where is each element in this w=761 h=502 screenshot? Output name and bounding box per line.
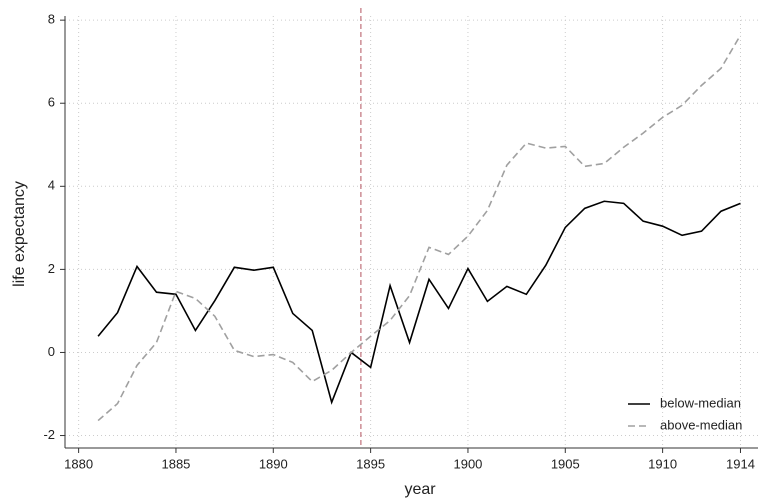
legend-label: below-median [660,395,741,410]
y-tick-label: 8 [48,12,55,27]
y-axis-title: life expectancy [11,181,28,287]
x-axis-title: year [404,481,436,498]
x-tick-label: 1910 [648,456,677,471]
data-line [97,34,742,422]
x-tick-label: 1900 [453,456,482,471]
y-tick-label: 6 [48,95,55,110]
x-tick-label: 1895 [356,456,385,471]
x-tick-label: 1890 [259,456,288,471]
y-tick-label: -2 [43,427,55,442]
x-tick-label: 1905 [551,456,580,471]
x-tick-label: 1885 [161,456,190,471]
legend-label: above-median [660,417,742,432]
x-tick-label: 1914 [726,456,755,471]
data-line [97,200,741,405]
x-tick-label: 1880 [64,456,93,471]
y-tick-label: 2 [48,261,55,276]
y-tick-label: 4 [48,178,55,193]
y-tick-label: 0 [48,344,55,359]
